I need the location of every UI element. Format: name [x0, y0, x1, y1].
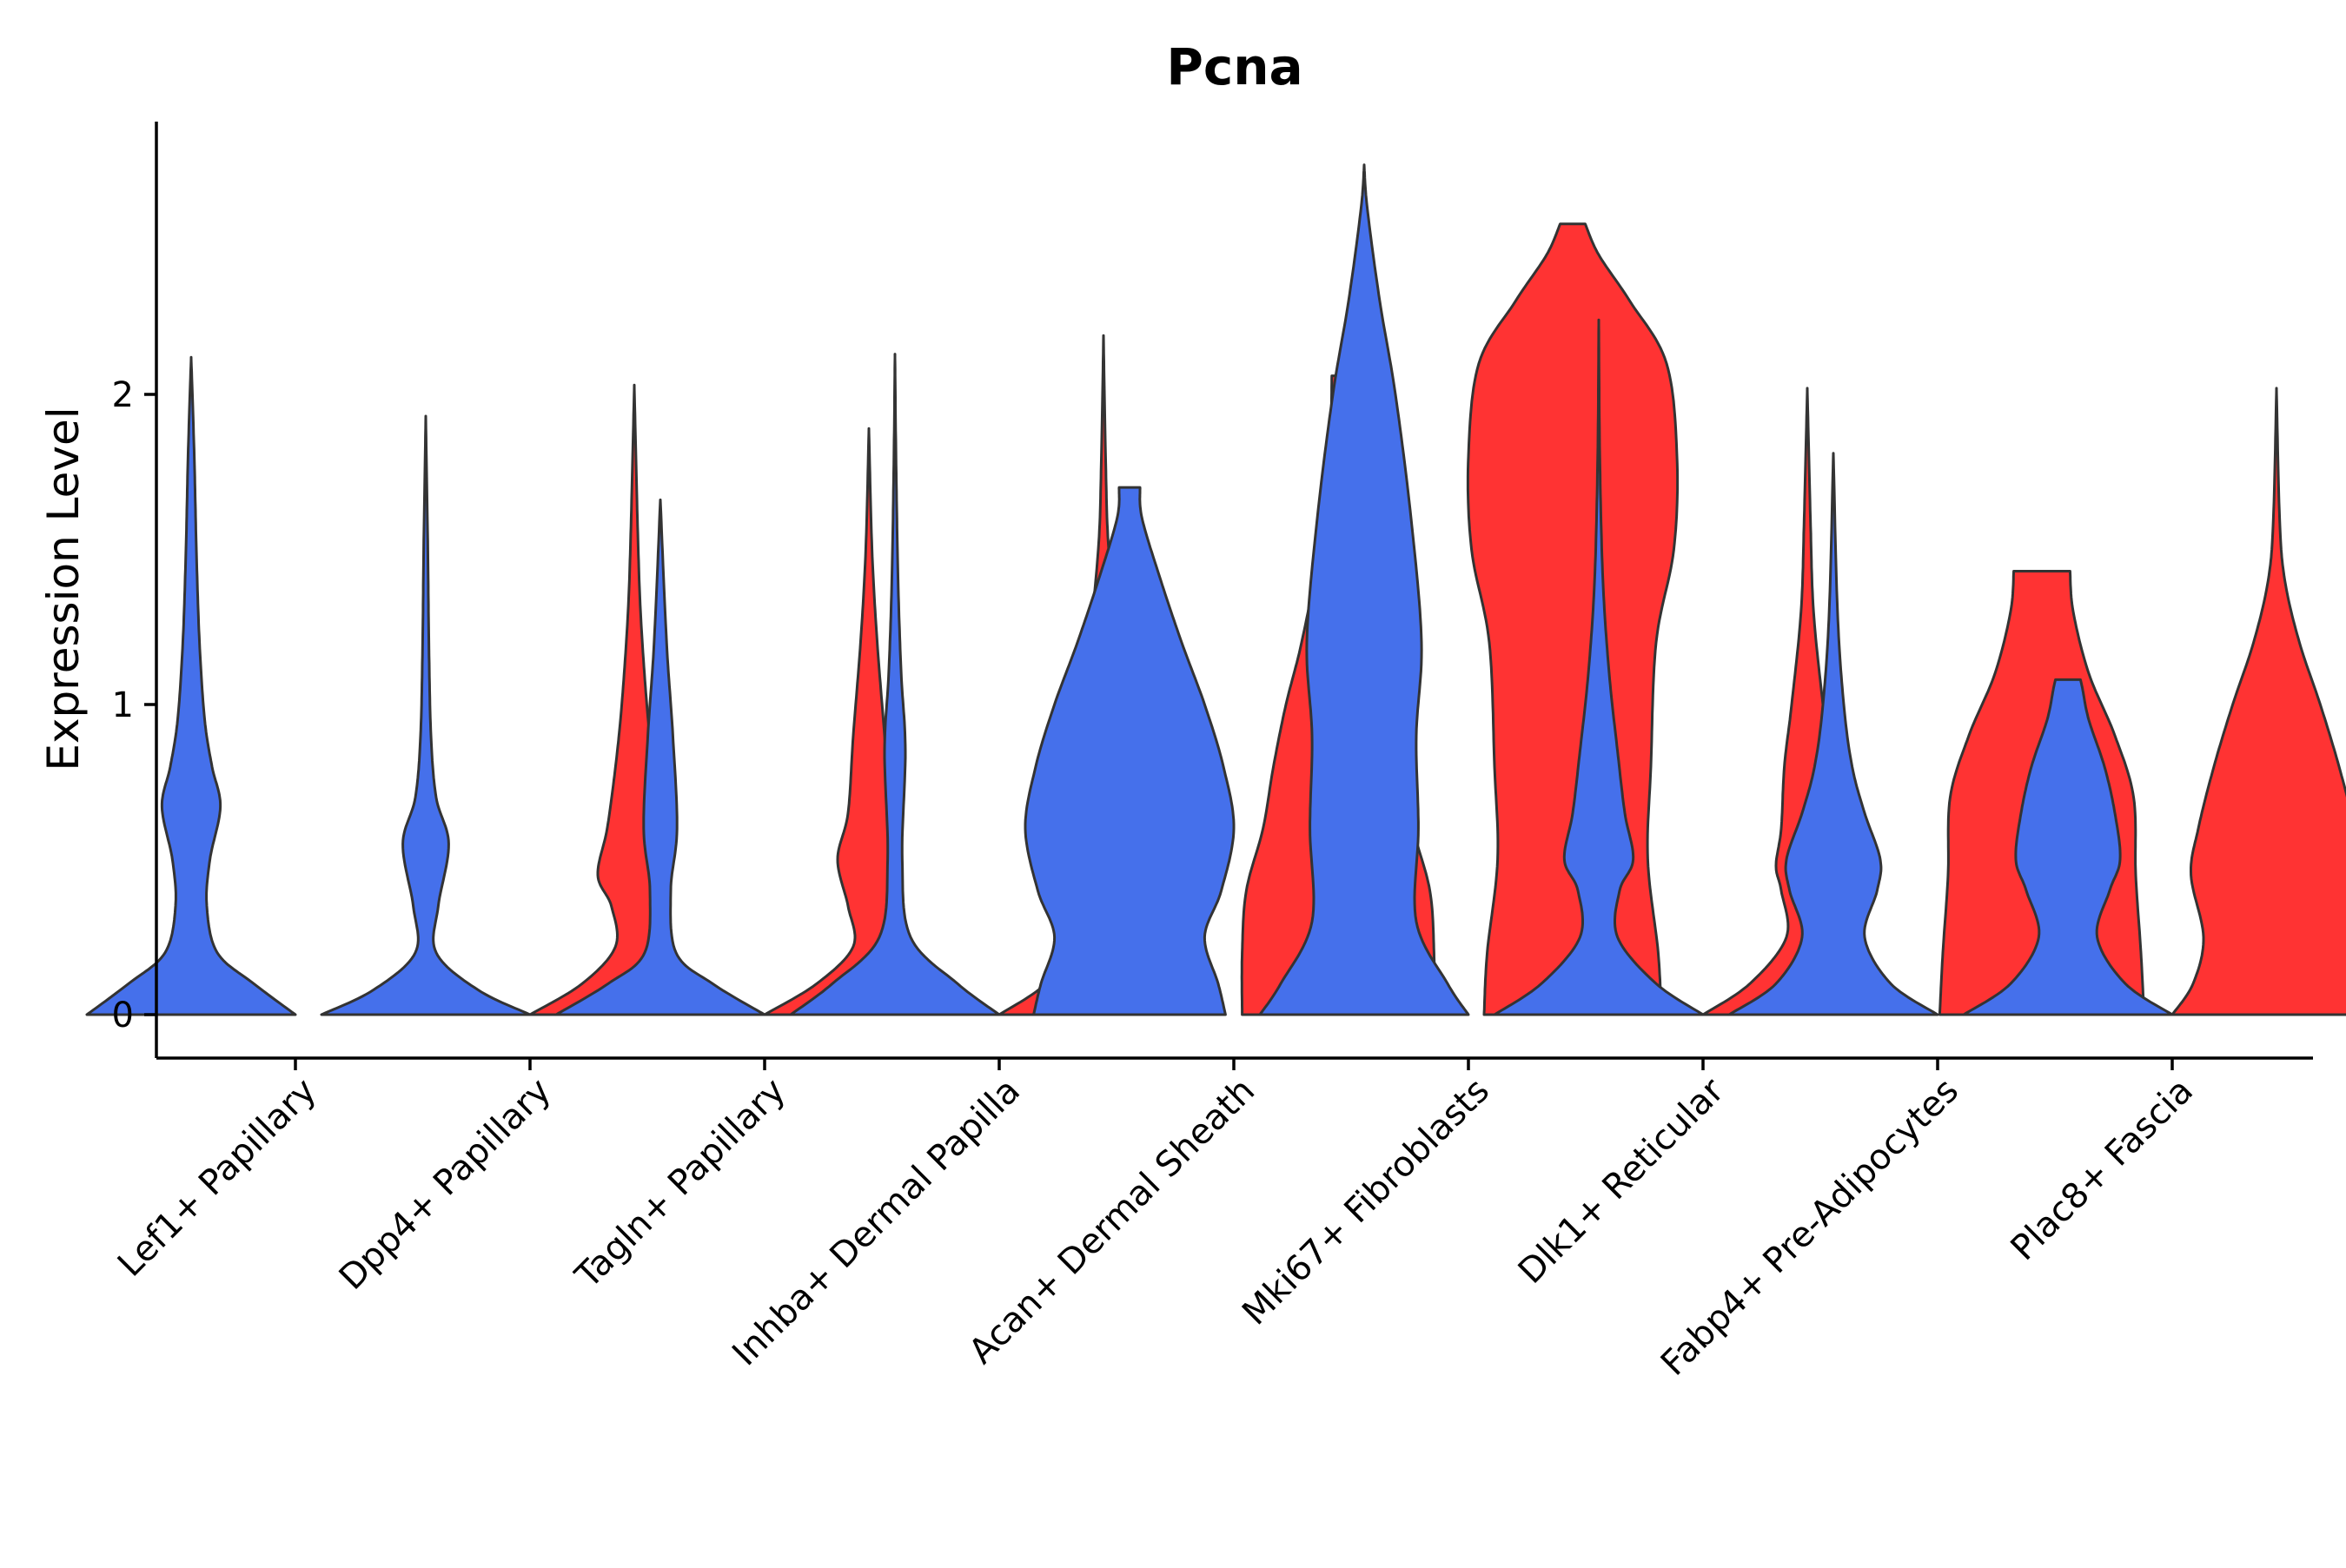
violin-blue-6: [1493, 318, 1705, 1016]
violin-blue-8: [1962, 678, 2174, 1016]
x-tick-label-8: Plac8+ Fascia: [2004, 1071, 2202, 1269]
violin-blue-7: [1727, 452, 1939, 1016]
x-tick-label-1: Dpp4+ Papillary: [332, 1071, 559, 1298]
violin-red-1: [528, 383, 740, 1016]
y-tick-label-1: 1: [112, 685, 134, 725]
y-tick-label-2: 2: [112, 375, 134, 415]
violin-blue-2: [554, 498, 766, 1016]
x-tick-label-0: Lef1+ Papillary: [110, 1071, 324, 1285]
violin-blue-0: [85, 355, 297, 1016]
violin-red-2: [763, 427, 975, 1016]
violin-blue-1: [320, 414, 532, 1016]
x-tick-label-6: Dlk1+ Reticular: [1511, 1070, 1733, 1292]
y-axis-label: Expression Level: [38, 407, 89, 771]
y-tick-label-0: 0: [112, 996, 134, 1035]
violin-blue-5: [1258, 163, 1470, 1016]
violins-layer: [85, 163, 2346, 1016]
violin-red-5: [1466, 222, 1680, 1016]
violin-red-8: [2170, 387, 2346, 1016]
x-tick-label-5: Mki67+ Fibroblasts: [1235, 1071, 1497, 1333]
violin-blue-3: [789, 353, 1001, 1016]
violin-blue-4: [1024, 486, 1236, 1016]
x-tick-label-2: Tagln+ Papillary: [567, 1071, 793, 1297]
chart-title: Pcna: [1166, 37, 1302, 96]
